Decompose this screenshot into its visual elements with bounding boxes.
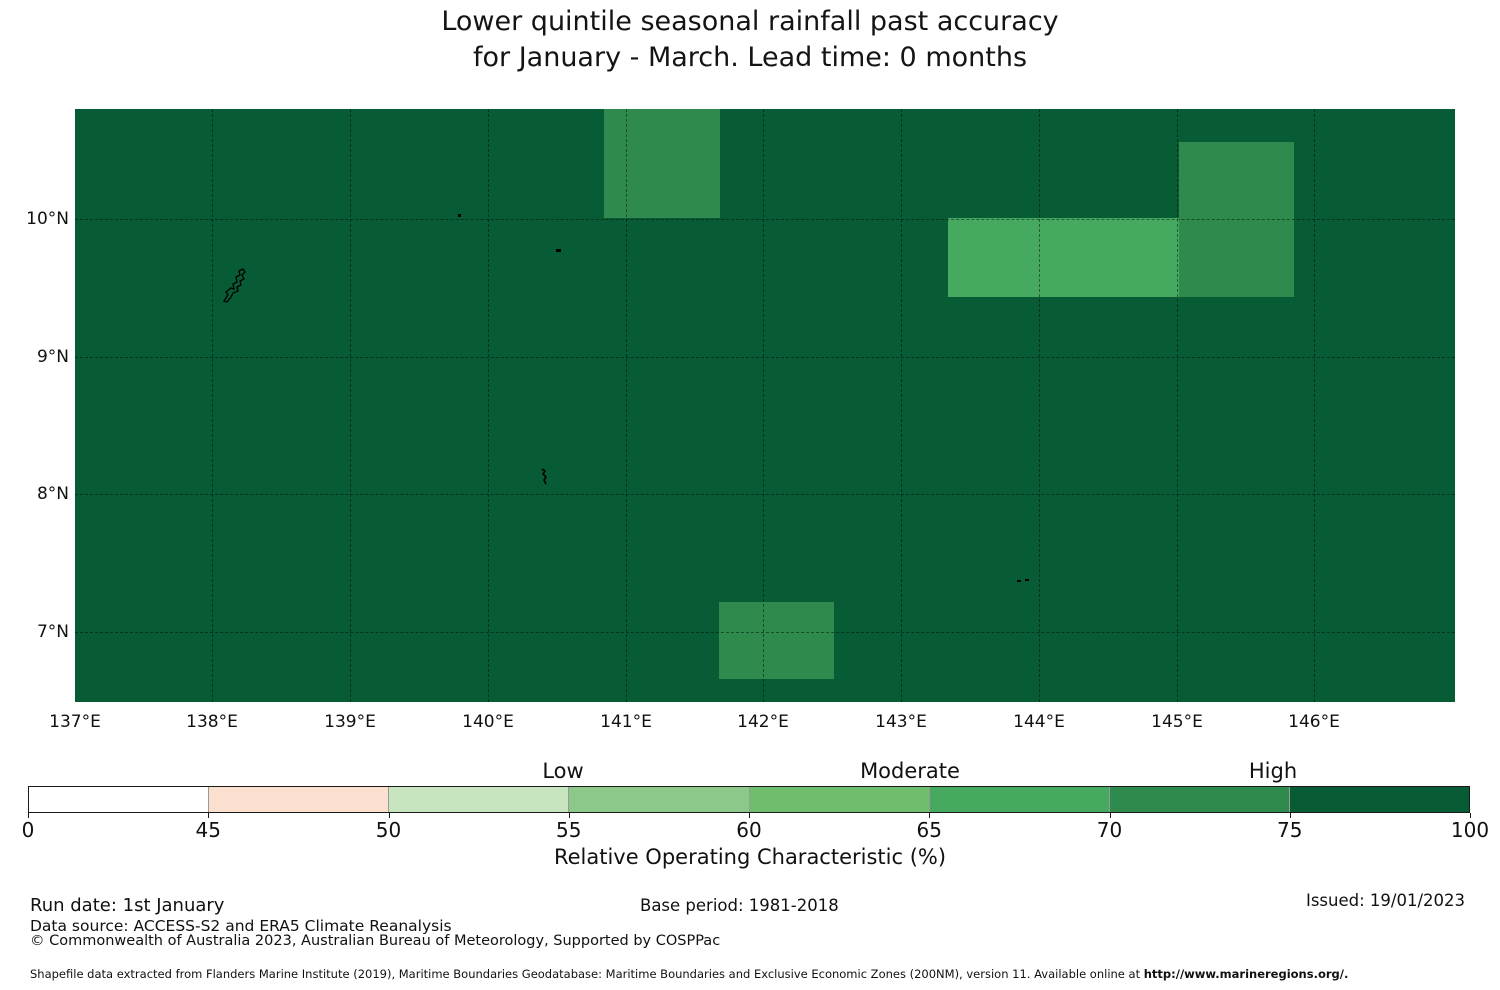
- page-title-line2: for January - March. Lead time: 0 months: [472, 42, 1028, 73]
- island-dot: [556, 249, 561, 252]
- colorbar-tick-label: 65: [916, 818, 942, 842]
- colorbar-tick: [1289, 813, 1291, 818]
- colorbar-segment-60-65: [749, 787, 930, 812]
- map-gridline-vertical: [1177, 109, 1178, 702]
- colorbar-segment-75-100: [1289, 787, 1469, 812]
- colorbar-tick-label: 70: [1096, 818, 1123, 842]
- colorbar-tick: [388, 813, 390, 818]
- colorbar-category-label-moderate: Moderate: [860, 759, 960, 783]
- footer-shapefile-note: Shapefile data extracted from Flanders M…: [30, 967, 1348, 981]
- x-axis-tick-label: 140°E: [462, 712, 514, 732]
- colorbar-tick-label: 100: [1450, 818, 1490, 842]
- footer-data-source: Data source: ACCESS-S2 and ERA5 Climate …: [30, 917, 452, 935]
- colorbar-segment-65-70: [929, 787, 1110, 812]
- colorbar-tick-label: 0: [21, 818, 35, 842]
- colorbar-category-label-high: High: [1248, 759, 1298, 783]
- colorbar-tick-label: 50: [375, 818, 402, 842]
- colorbar-segment-50-55: [389, 787, 570, 812]
- map-gridline-vertical: [212, 109, 213, 702]
- island-dot: [1017, 580, 1021, 582]
- footer-shapefile-url: http://www.marineregions.org/.: [1143, 967, 1349, 981]
- x-axis-tick-label: 141°E: [600, 712, 652, 732]
- x-axis-tick-label: 138°E: [186, 712, 238, 732]
- colorbar-tick: [1109, 813, 1111, 818]
- colorbar-tick: [1470, 813, 1471, 818]
- colorbar-tick: [929, 813, 931, 818]
- y-axis-tick-label: 10°N: [26, 209, 69, 229]
- map-plot: [75, 109, 1455, 702]
- colorbar-tick: [749, 813, 750, 818]
- map-cell-roc-70-75: [1179, 142, 1294, 297]
- x-axis-tick-label: 144°E: [1013, 712, 1065, 732]
- map-gridline-vertical: [763, 109, 764, 702]
- y-axis-tick-label: 9°N: [36, 347, 69, 367]
- footer-base-period: Base period: 1981-2018: [640, 896, 839, 915]
- map-gridline-horizontal: [75, 357, 1455, 358]
- colorbar-tick: [208, 813, 210, 818]
- x-axis-tick-label: 143°E: [875, 712, 927, 732]
- footer-shapefile-text: Shapefile data extracted from Flanders M…: [30, 967, 1144, 981]
- map-gridline-vertical: [488, 109, 489, 702]
- colorbar-segment-0-45: [29, 787, 210, 812]
- x-axis-tick-label: 142°E: [737, 712, 789, 732]
- map-gridline-horizontal: [75, 632, 1455, 633]
- map-gridline-vertical: [626, 109, 627, 702]
- map-cell-roc-65-70: [948, 218, 1179, 297]
- map-gridline-horizontal: [75, 219, 1455, 220]
- colorbar-tick-label: 45: [195, 818, 221, 842]
- colorbar-tick-label: 75: [1277, 818, 1303, 842]
- map-gridline-horizontal: [75, 494, 1455, 495]
- colorbar-tick-label: 55: [556, 818, 582, 842]
- x-axis-tick-label: 145°E: [1151, 712, 1203, 732]
- island-dot: [458, 214, 461, 217]
- map-gridline-vertical: [1039, 109, 1040, 702]
- map-cell-roc-70-75: [604, 109, 720, 218]
- colorbar-tick-label: 60: [736, 818, 762, 842]
- colorbar-segment-55-60: [569, 787, 750, 812]
- x-axis-tick-label: 146°E: [1288, 712, 1340, 732]
- y-axis-tick-label: 8°N: [36, 484, 69, 504]
- footer-copyright: © Commonwealth of Australia 2023, Austra…: [30, 933, 721, 949]
- colorbar-axis-label: Relative Operating Characteristic (%): [553, 845, 947, 869]
- page-title-line1: Lower quintile seasonal rainfall past ac…: [441, 6, 1059, 37]
- colorbar-segment-45-50: [209, 787, 390, 812]
- footer-issued: Issued: 19/01/2023: [1305, 891, 1465, 910]
- colorbar-tick: [568, 813, 570, 818]
- map-gridline-vertical: [1314, 109, 1315, 702]
- colorbar-segment-70-75: [1109, 787, 1290, 812]
- map-gridline-vertical: [350, 109, 351, 702]
- x-axis-tick-label: 137°E: [49, 712, 101, 732]
- x-axis-tick-label: 139°E: [324, 712, 376, 732]
- footer-run-date: Run date: 1st January: [30, 895, 225, 916]
- colorbar-tick: [28, 813, 29, 818]
- map-gridline-vertical: [901, 109, 902, 702]
- island-dot: [1025, 579, 1029, 581]
- colorbar-category-label-low: Low: [542, 759, 584, 783]
- map-cell-roc-70-75: [719, 602, 834, 679]
- y-axis-tick-label: 7°N: [36, 622, 69, 642]
- colorbar: [28, 786, 1470, 813]
